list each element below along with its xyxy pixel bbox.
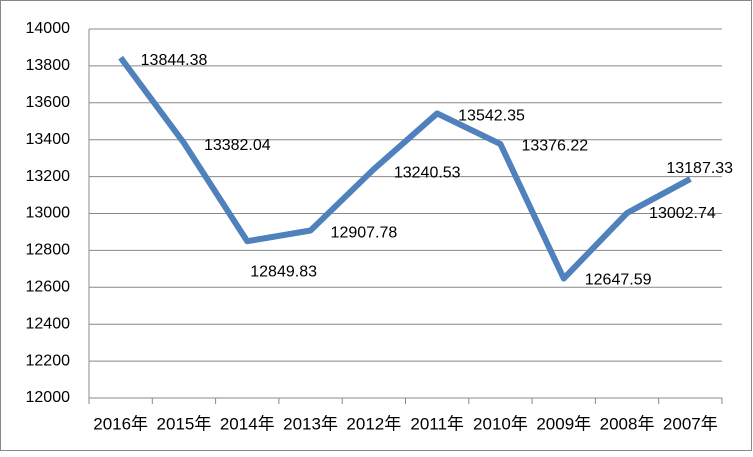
x-tick-label: 2008年 — [600, 414, 655, 433]
data-label: 12907.78 — [331, 225, 398, 242]
x-tick-label: 2007年 — [663, 414, 718, 433]
y-tick-label: 13600 — [26, 94, 71, 111]
x-tick-label: 2010年 — [473, 414, 528, 433]
y-tick-label: 12600 — [26, 279, 71, 296]
data-label: 13240.53 — [394, 164, 461, 181]
y-tick-label: 13800 — [26, 57, 71, 74]
y-tick-label: 12800 — [26, 242, 71, 259]
data-label: 13187.33 — [666, 160, 733, 177]
y-tick-label: 12000 — [26, 389, 71, 406]
y-tick-label: 12200 — [26, 352, 71, 369]
y-tick-label: 14000 — [26, 20, 71, 37]
x-tick-label: 2013年 — [283, 414, 338, 433]
data-label: 13002.74 — [649, 205, 716, 222]
x-tick-label: 2009年 — [536, 414, 591, 433]
y-tick-label: 12400 — [26, 315, 71, 332]
data-label: 13376.22 — [521, 137, 588, 154]
y-tick-label: 13200 — [26, 168, 71, 185]
line — [118, 55, 692, 282]
x-tick-label: 2011年 — [410, 414, 464, 433]
x-tick-label: 2012年 — [346, 414, 401, 433]
data-label: 13382.04 — [204, 137, 271, 154]
data-label: 12647.59 — [585, 272, 652, 289]
data-label: 12849.83 — [250, 263, 317, 280]
x-tick-label: 2014年 — [220, 414, 275, 433]
x-tick-label: 2015年 — [157, 414, 212, 433]
y-tick-label: 13000 — [26, 205, 71, 222]
y-tick-label: 13400 — [26, 131, 71, 148]
data-label: 13542.35 — [458, 108, 525, 125]
data-label: 13844.38 — [141, 52, 208, 69]
x-tick-label: 2016年 — [93, 414, 148, 433]
